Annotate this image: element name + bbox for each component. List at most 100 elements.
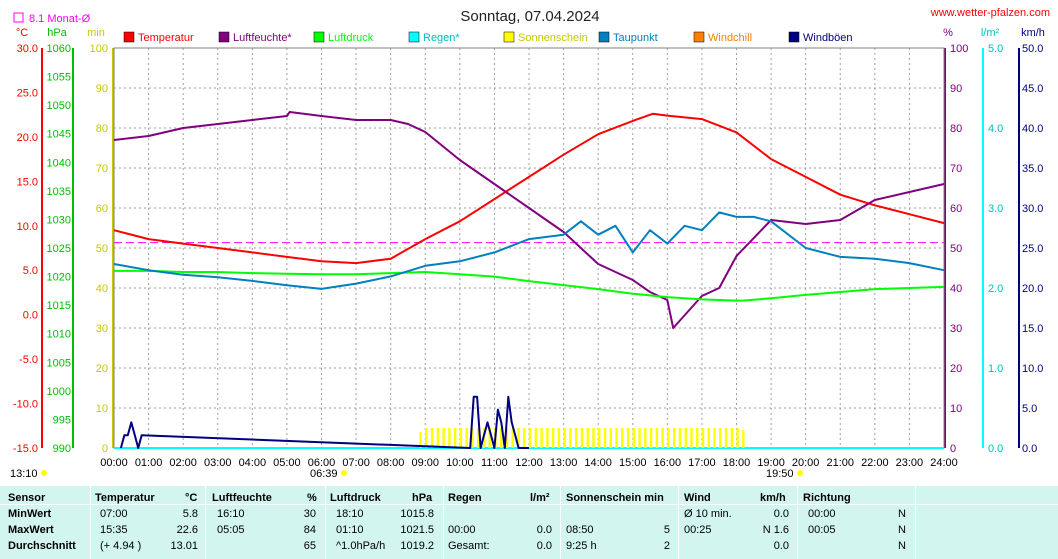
sunshine-bar [609,428,612,448]
tick-label-pressure: 1060 [47,43,71,55]
sunshine-bar [546,428,549,448]
sunshine-bar [517,428,520,448]
sunshine-bar [690,428,693,448]
tick-label-wind: 0.0 [1022,443,1037,455]
sunshine-bar [419,432,422,448]
tick-label-time: 19:00 [757,457,785,469]
stats-cell: 18:10 [336,508,364,520]
sunshine-bar [742,430,745,448]
sunshine-bar [626,428,630,448]
hdr-temp: Temperatur [95,492,155,504]
tick-label-rain: 3.0 [988,203,1003,215]
sunshine-bar [557,428,561,448]
sunshine-bar [471,428,474,448]
legend-swatch [123,31,135,43]
tick-label-time: 18:00 [723,457,751,469]
series-line-windben [119,395,529,449]
axis-unit-rain: l/m² [981,27,1000,39]
tick-label-humidity: 50 [950,243,962,255]
tick-label-temp: -5.0 [19,354,38,366]
tick-label-minutes: 20 [96,363,108,375]
tick-label-temp: 10.0 [17,221,38,233]
sunshine-bar [540,428,543,448]
sunshine-bar [719,428,722,448]
stats-cell: 05:05 [217,524,245,536]
sunshine-bar [477,428,480,448]
tick-label-minutes: 40 [96,283,108,295]
sunshine-bar [500,428,503,448]
hdr-wind-unit: km/h [760,492,786,504]
tick-label-humidity: 20 [950,363,962,375]
stats-cell: N [898,508,906,520]
sunrise-icon [341,470,347,476]
axis-unit-pressure: hPa [47,27,67,39]
stats-cell: 00:00 [448,524,476,536]
hdr-sunshine: Sonnenschein min [566,492,664,504]
sunshine-bar [580,428,584,448]
hdr-humidity-unit: % [307,492,317,504]
tick-label-time: 11:00 [481,457,508,469]
sunshine-bar [615,428,618,448]
tick-label-time: 09:00 [411,457,439,469]
stats-cell: 65 [303,540,316,552]
tick-label-humidity: 10 [950,403,962,415]
sunshine-bar [598,428,601,448]
sunshine-bar [569,428,572,448]
tick-label-time: 06:00 [308,457,336,469]
sunshine-bar [661,428,664,448]
stats-cell: 13.01 [170,540,198,552]
sunshine-bar [736,428,739,448]
sunshine-bar [453,428,457,448]
plot-area [113,111,945,449]
tick-label-temp: 15.0 [17,176,38,188]
sunshine-bar [511,428,514,448]
chart-title: Sonntag, 07.04.2024 [460,8,599,25]
tick-label-minutes: 10 [96,403,108,415]
sunshine-bar [563,428,566,448]
stats-cell: 0.0 [536,524,552,536]
weather-chart: Sonntag, 07.04.2024 www.wetter-pfalzen.c… [10,7,1050,480]
hdr-rain-unit: l/m² [530,492,550,504]
sunshine-bar [632,428,636,448]
tick-label-time: 05:00 [273,457,301,469]
tick-label-temp: 20.0 [17,132,38,144]
tick-label-time: 03:00 [204,457,232,469]
sunshine-bar [644,428,647,448]
tick-label-pressure: 1025 [47,243,71,255]
stats-cell: 01:10 [336,524,364,536]
stats-cell: 15:35 [100,524,128,536]
tick-label-rain: 0.0 [988,443,1003,455]
hdr-pressure: Luftdruck [330,492,381,504]
stats-cell: 00:00 [808,508,836,520]
tick-label-humidity: 40 [950,283,962,295]
tick-label-minutes: 0 [102,443,108,455]
stats-cell: N 1.6 [762,524,789,536]
stats-cell: Gesamt: [448,540,490,552]
grid [113,47,945,449]
tick-label-time: 22:00 [861,457,889,469]
chart-legend: Temperatur Luftfeuchte* Luftdruck Regen* Son… [123,31,853,44]
stats-cell: N [898,540,906,552]
tick-label-time: 00:00 [100,457,128,469]
tick-label-time: 04:00 [239,457,267,469]
stats-cell: N [898,524,906,536]
axis-unit-temp: °C [16,27,28,39]
sunshine-bar [425,428,428,448]
tick-label-pressure: 990 [53,443,71,455]
tick-label-time: 21:00 [826,457,854,469]
legend-label: Sonnenschein [518,32,588,44]
legend-label: Luftfeuchte* [233,32,292,44]
stats-cell: 0.0 [773,508,789,520]
sunshine-bar [465,428,468,448]
tick-label-humidity: 60 [950,203,962,215]
tick-label-time: 12:00 [515,457,543,469]
monthly-avg-checkbox[interactable] [13,12,24,23]
tick-label-minutes: 50 [96,243,108,255]
stats-cell: ^1.0hPa/h [336,540,386,552]
legend-swatch [408,31,420,43]
site-link[interactable]: www.wetter-pfalzen.com [930,7,1050,19]
sunshine-bar [713,428,716,448]
sunset-icon [797,470,803,476]
tick-label-temp: 5.0 [23,265,38,277]
stats-cell: 84 [303,524,316,536]
